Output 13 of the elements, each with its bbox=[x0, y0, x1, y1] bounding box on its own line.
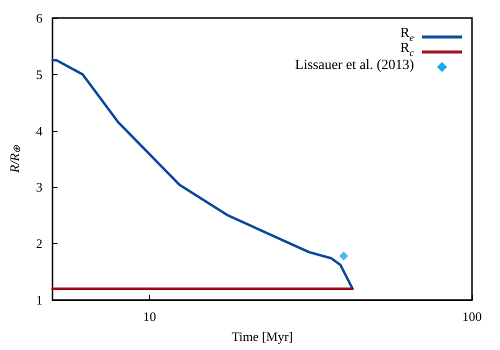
legend-label: R$_{e}$ bbox=[400, 26, 414, 44]
y-axis-title: R/R⊕ bbox=[7, 144, 23, 174]
x-axis-title: Time [Myr] bbox=[232, 329, 293, 344]
y-tick-label: 1 bbox=[36, 292, 42, 308]
legend-label: Lissauer et al. (2013) bbox=[295, 58, 414, 73]
x-tick-label: 100 bbox=[462, 309, 482, 324]
y-tick-label: 3 bbox=[36, 180, 42, 195]
legend-label: R$_{c}$ bbox=[400, 40, 414, 58]
y-tick-label: 4 bbox=[36, 123, 43, 138]
y-tick-label: 2 bbox=[36, 236, 42, 252]
x-tick-label: 10 bbox=[143, 309, 156, 324]
y-tick-label: 5 bbox=[36, 66, 42, 82]
y-tick-label: 6 bbox=[36, 10, 43, 26]
